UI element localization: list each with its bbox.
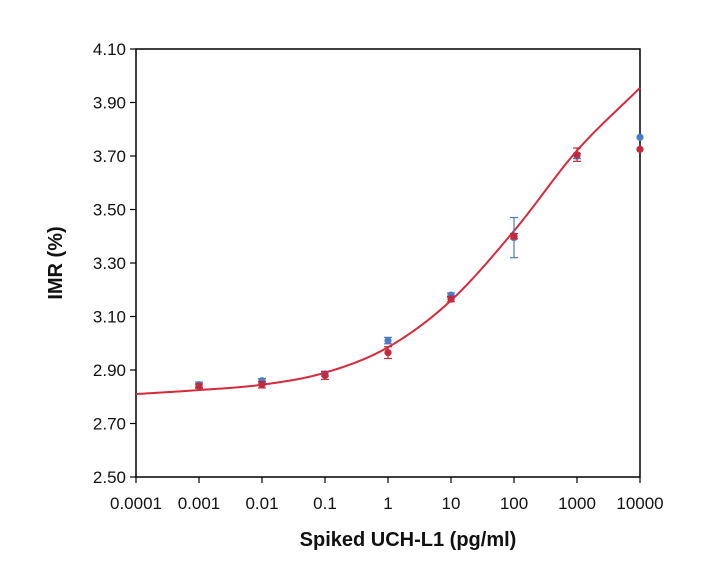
y-tick-label: 2.90	[93, 361, 126, 380]
data-point	[384, 349, 392, 357]
y-tick-label: 3.30	[93, 254, 126, 273]
y-tick-label: 3.70	[93, 147, 126, 166]
x-tick-label: 0.001	[178, 494, 221, 513]
x-axis-title: Spiked UCH-L1 (pg/ml)	[300, 529, 517, 551]
x-tick-label: 10	[442, 494, 461, 513]
x-tick-label: 0.1	[313, 494, 337, 513]
x-tick-label: 0.0001	[110, 494, 162, 513]
plot-frame-group	[135, 48, 641, 478]
y-tick-label: 2.50	[93, 468, 126, 487]
y-tick-label: 4.10	[93, 40, 126, 59]
data-point	[636, 145, 644, 153]
data-point	[258, 381, 266, 389]
x-tick-label: 1000	[558, 494, 596, 513]
data-point	[636, 133, 644, 141]
plot-frame	[135, 48, 641, 478]
x-tick-label: 0.01	[245, 494, 278, 513]
data-point	[510, 232, 518, 240]
x-tick-label: 1	[383, 494, 392, 513]
y-tick-label: 3.50	[93, 201, 126, 220]
y-tick-label: 2.70	[93, 415, 126, 434]
data-point	[384, 336, 392, 345]
y-axis-ticks: 2.50 2.70 2.90 3.10 3.30 3.50 3.70 3.90 4.10	[93, 40, 136, 487]
y-tick-label: 3.10	[93, 308, 126, 327]
y-axis-title: IMR (%)	[45, 226, 67, 299]
data-point	[573, 151, 581, 159]
x-tick-label: 100	[500, 494, 528, 513]
x-axis-ticks: 0.0001 0.001 0.01 0.1 1 10 100 1000 10000	[110, 477, 664, 513]
data-point	[447, 295, 455, 303]
series-layer	[195, 133, 644, 390]
series-2	[195, 145, 644, 390]
series-1	[195, 133, 644, 389]
y-tick-label: 3.90	[93, 94, 126, 113]
data-point	[195, 382, 203, 390]
x-tick-label: 10000	[616, 494, 663, 513]
data-point	[321, 371, 329, 379]
